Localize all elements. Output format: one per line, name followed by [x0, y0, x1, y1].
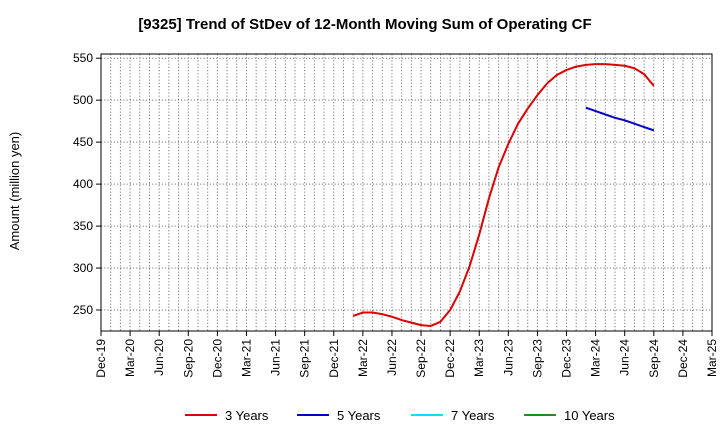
x-tick-label: Jun-22	[385, 339, 399, 376]
x-tick-label: Dec-23	[560, 339, 574, 378]
y-tick-label: 300	[73, 261, 93, 275]
x-tick-label: Dec-20	[210, 339, 224, 378]
x-tick-label: Dec-21	[327, 339, 341, 378]
y-tick-label: 400	[73, 177, 93, 191]
series-line-5-years	[585, 106, 655, 132]
legend: 3 Years 5 Years 7 Years 10 Years	[185, 408, 615, 423]
x-tick-label: Sep-22	[414, 339, 428, 378]
y-tick-label: 350	[73, 219, 93, 233]
x-tick-label: Jun-20	[152, 339, 166, 376]
x-tick-label: Mar-22	[356, 339, 370, 377]
x-tick-label: Mar-20	[123, 339, 137, 377]
y-axis-label: Amount (million yen)	[7, 132, 22, 251]
legend-label: 3 Years	[225, 408, 269, 423]
y-axis: 250 300 350 400 450 500 550	[73, 51, 101, 317]
x-tick-label: Jun-21	[269, 339, 283, 376]
x-axis: Dec-19 Mar-20 Jun-20 Sep-20 Dec-20 Mar-21 Jun-…	[94, 331, 719, 378]
x-tick-label: Mar-21	[239, 339, 253, 377]
x-tick-label: Sep-24	[647, 339, 661, 378]
y-tick-label: 450	[73, 135, 93, 149]
legend-label: 10 Years	[564, 408, 615, 423]
x-tick-label: Mar-24	[589, 339, 603, 377]
x-tick-label: Dec-19	[94, 339, 108, 378]
x-tick-label: Dec-22	[443, 339, 457, 378]
series-layer	[352, 63, 655, 327]
x-tick-label: Sep-20	[181, 339, 195, 378]
x-tick-label: Sep-23	[530, 339, 544, 378]
x-tick-label: Jun-24	[618, 339, 632, 376]
y-tick-label: 550	[73, 51, 93, 65]
series-line-3-years	[352, 63, 655, 327]
x-tick-label: Jun-23	[501, 339, 515, 376]
y-tick-label: 500	[73, 93, 93, 107]
x-tick-label: Mar-23	[472, 339, 486, 377]
x-tick-label: Dec-24	[676, 339, 690, 378]
y-tick-label: 250	[73, 303, 93, 317]
chart-title: [9325] Trend of StDev of 12-Month Moving…	[138, 16, 591, 33]
plot-frame	[100, 53, 713, 332]
legend-label: 5 Years	[337, 408, 381, 423]
grid	[101, 54, 712, 331]
x-tick-label: Mar-25	[705, 339, 719, 377]
x-tick-label: Sep-21	[298, 339, 312, 378]
legend-label: 7 Years	[451, 408, 495, 423]
